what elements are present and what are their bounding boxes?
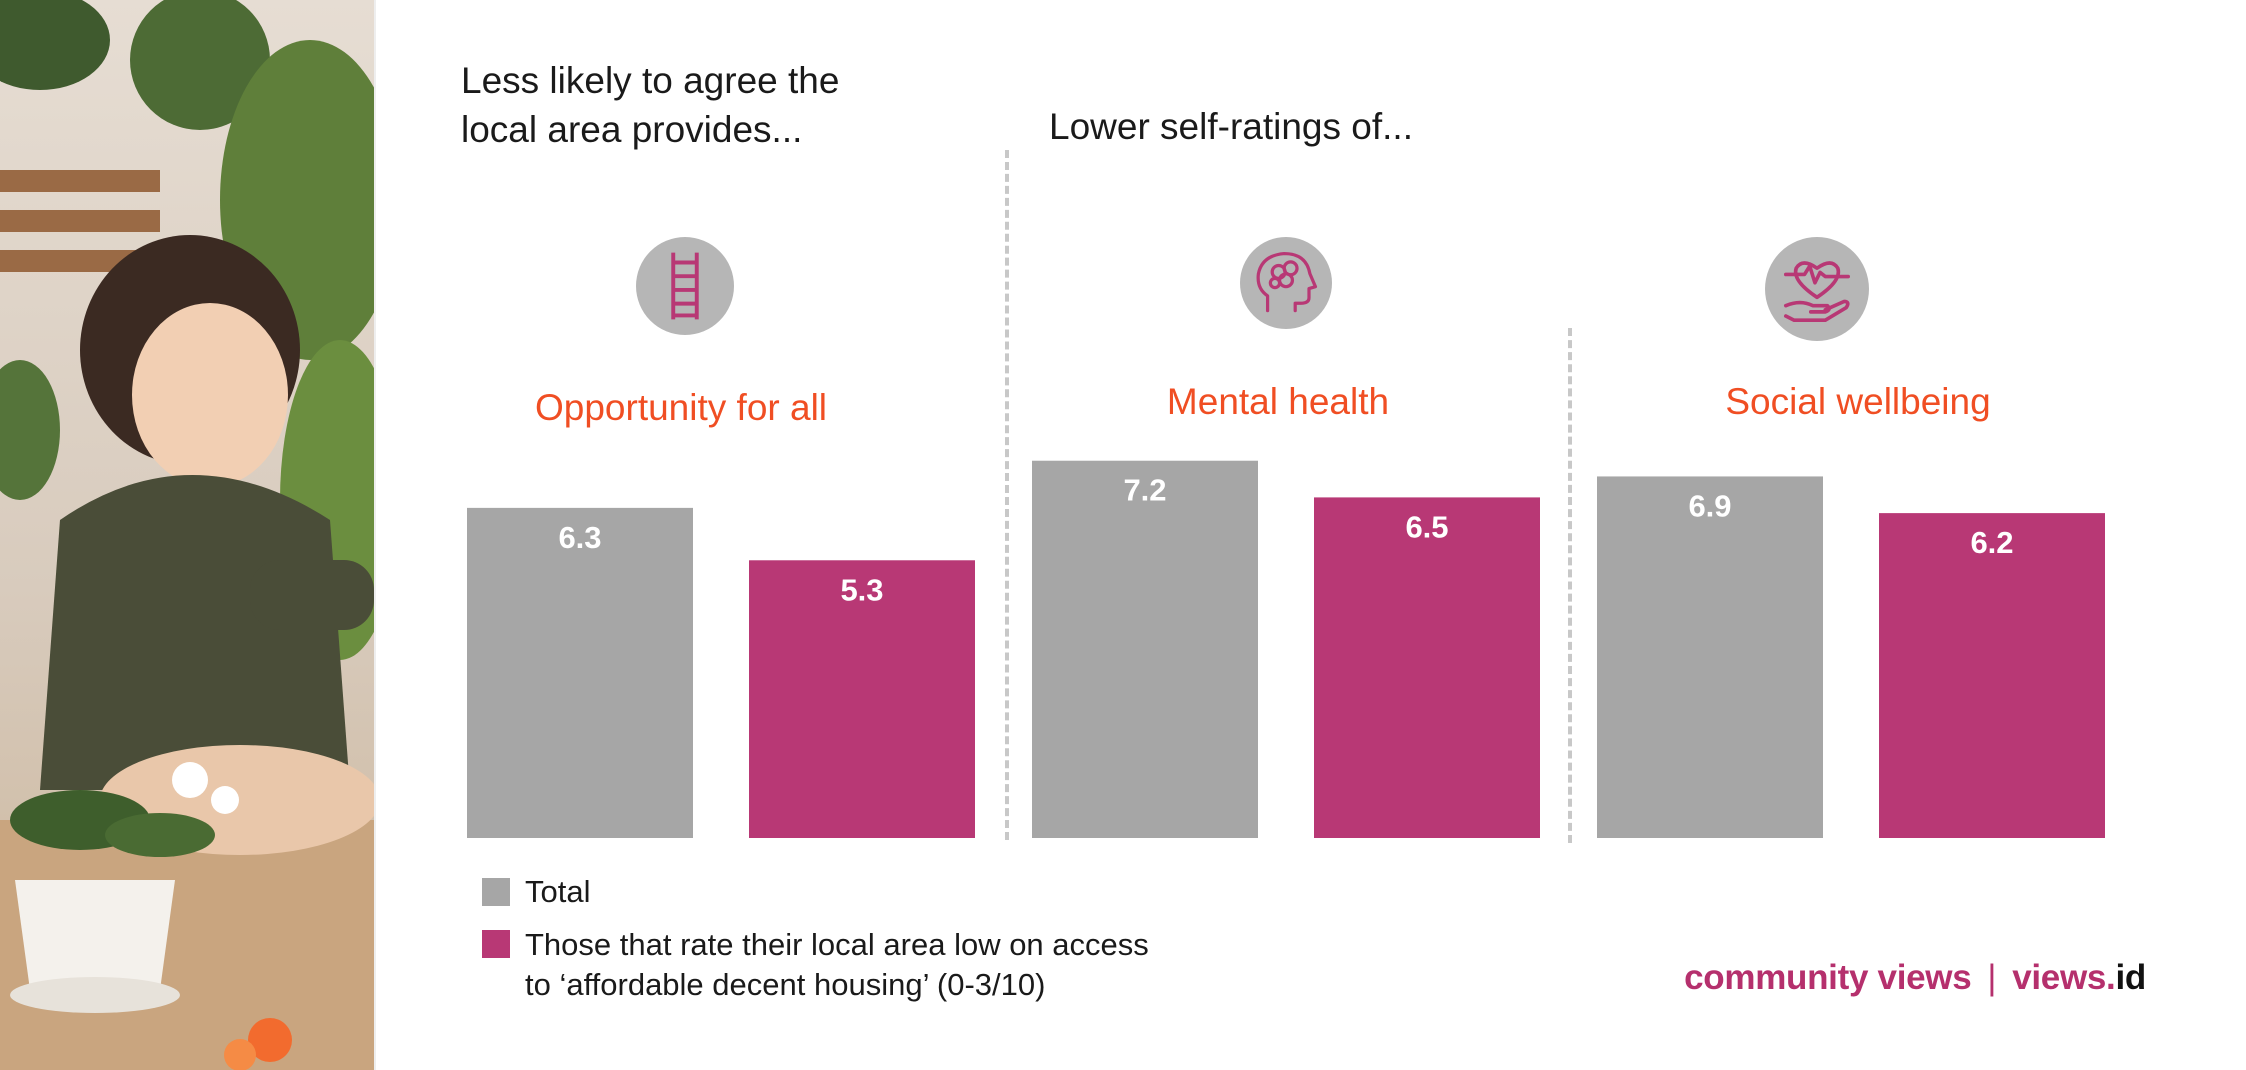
- brain-head-icon: [1240, 237, 1332, 329]
- bar-mental-health-low-rating: [1314, 497, 1540, 838]
- bar-social-wellbeing-total: [1597, 476, 1823, 838]
- brand-views: views.: [2012, 958, 2116, 997]
- category-label-social-wellbeing: Social wellbeing: [1725, 381, 1991, 422]
- right-heading: Lower self-ratings of...: [1049, 106, 1413, 147]
- legend-swatch-total: [482, 878, 510, 906]
- bar-mental-health-total: [1032, 460, 1258, 838]
- left-heading-line2: local area provides...: [461, 109, 803, 150]
- legend-label-low-rating: Those that rate their local area low on …: [525, 925, 1149, 1005]
- data-label-social-wellbeing-total: 6.9: [1688, 488, 1731, 523]
- heart-hand-icon: [1765, 237, 1869, 341]
- section-divider: [1005, 150, 1009, 840]
- data-label-social-wellbeing-low-rating: 6.2: [1970, 525, 2013, 560]
- left-heading-line1: Less likely to agree the: [461, 60, 840, 101]
- bar-social-wellbeing-low-rating: [1879, 513, 2105, 838]
- child-with-plants-illustration: [0, 0, 374, 1070]
- ladder-icon: [636, 237, 734, 335]
- legend-swatch-low-rating: [482, 930, 510, 958]
- category-label-opportunity: Opportunity for all: [534, 387, 828, 428]
- data-label-mental-health-low-rating: 6.5: [1405, 509, 1448, 544]
- brand-separator: |: [1987, 958, 1997, 997]
- legend-label-low-line1: Those that rate their local area low on …: [525, 927, 1149, 962]
- photo-divider: [374, 0, 376, 1070]
- data-label-opportunity-for-all-total: 6.3: [558, 520, 601, 555]
- bar-opportunity-for-all-low-rating: [749, 560, 975, 838]
- legend-label-total: Total: [525, 874, 591, 909]
- brand-id: id: [2115, 958, 2146, 997]
- bar-opportunity-for-all-total: [467, 507, 693, 838]
- hero-photo: [0, 0, 374, 1070]
- category-label-mental-health: Mental health: [1166, 381, 1390, 422]
- brand-community-views: community views: [1684, 958, 1972, 997]
- legend-label-low-line2: to ‘affordable decent housing’ (0-3/10): [525, 967, 1046, 1002]
- category-divider: [1568, 328, 1572, 843]
- left-heading: Less likely to agree the local area prov…: [461, 56, 839, 154]
- data-label-opportunity-for-all-low-rating: 5.3: [840, 572, 883, 607]
- data-label-mental-health-total: 7.2: [1123, 473, 1166, 508]
- brand-logo: community views | views.id: [1684, 958, 2146, 998]
